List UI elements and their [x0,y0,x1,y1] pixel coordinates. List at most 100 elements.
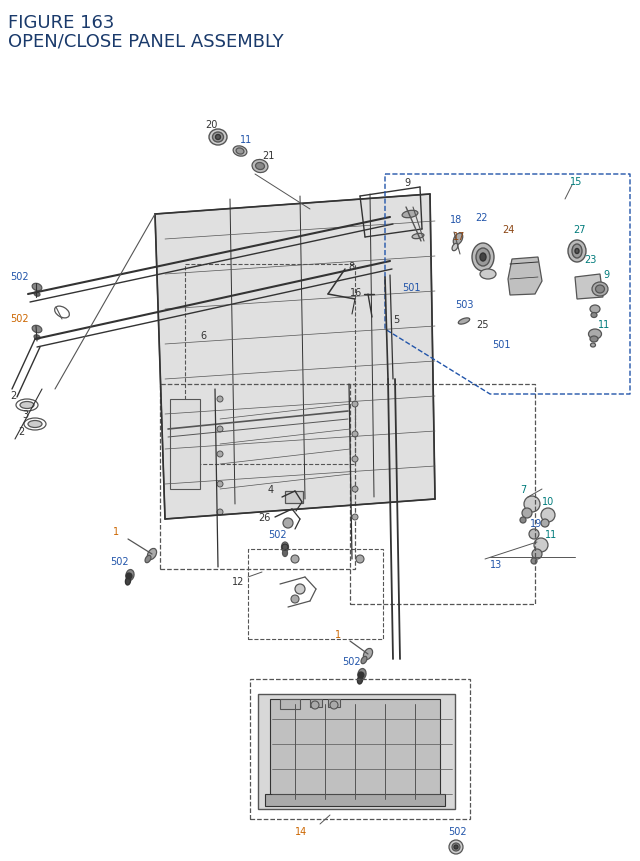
Ellipse shape [212,133,223,143]
Bar [250,679,470,819]
Text: OPEN/CLOSE PANEL ASSEMBLY: OPEN/CLOSE PANEL ASSEMBLY [8,32,284,50]
Circle shape [352,486,358,492]
Bar [270,699,440,801]
Ellipse shape [361,657,367,664]
Ellipse shape [255,164,264,170]
Text: 17: 17 [453,232,465,242]
Ellipse shape [476,249,490,267]
Ellipse shape [282,542,289,553]
Text: 11: 11 [240,135,252,145]
Circle shape [311,701,319,709]
Bar [185,264,355,464]
Text: 21: 21 [262,151,275,161]
Ellipse shape [34,293,40,297]
Bar [160,385,355,569]
Ellipse shape [472,244,494,272]
Ellipse shape [209,130,227,146]
Text: 3: 3 [22,410,28,419]
Text: 8: 8 [348,262,354,272]
Text: 24: 24 [502,225,515,235]
Ellipse shape [252,160,268,173]
Circle shape [217,451,223,457]
Ellipse shape [34,336,40,340]
Ellipse shape [572,245,582,258]
Text: 12: 12 [232,576,244,586]
Text: 6: 6 [200,331,206,341]
Ellipse shape [364,648,372,660]
Circle shape [531,558,537,564]
Ellipse shape [592,282,608,297]
Circle shape [330,701,338,709]
Text: 1: 1 [113,526,119,536]
Polygon shape [575,275,603,300]
Ellipse shape [568,241,586,263]
Text: 503: 503 [455,300,474,310]
Text: 502: 502 [268,530,287,539]
Bar [350,385,535,604]
Bar [328,699,340,707]
Text: 5: 5 [393,314,399,325]
Text: 11: 11 [598,319,611,330]
Circle shape [295,585,305,594]
Ellipse shape [590,337,598,343]
Text: 15: 15 [570,177,582,187]
Ellipse shape [591,313,597,318]
Bar [248,549,383,639]
Text: 20: 20 [205,120,218,130]
Ellipse shape [145,555,151,563]
Circle shape [452,843,460,851]
Ellipse shape [358,676,362,684]
Ellipse shape [125,578,131,585]
Circle shape [534,538,548,553]
Circle shape [532,549,542,560]
Polygon shape [155,195,435,519]
Ellipse shape [236,149,244,155]
Ellipse shape [216,135,221,140]
Ellipse shape [358,669,366,679]
Circle shape [352,431,358,437]
Circle shape [291,555,299,563]
Ellipse shape [282,550,287,557]
Text: 4: 4 [268,485,274,494]
Ellipse shape [480,269,496,280]
Text: 10: 10 [542,497,554,506]
Bar [310,699,322,707]
Circle shape [524,497,540,512]
Ellipse shape [453,233,463,245]
Text: 9: 9 [404,177,410,188]
Ellipse shape [126,570,134,581]
Ellipse shape [233,146,247,157]
Text: 27: 27 [573,225,586,235]
Text: 9: 9 [603,269,609,280]
Circle shape [352,456,358,462]
Text: 13: 13 [490,560,502,569]
Circle shape [217,481,223,487]
Ellipse shape [458,319,470,325]
Ellipse shape [147,548,157,560]
Ellipse shape [28,421,42,428]
Ellipse shape [32,326,42,333]
Ellipse shape [480,254,486,262]
Circle shape [126,573,132,579]
Ellipse shape [452,244,458,251]
Ellipse shape [595,286,605,294]
Text: 501: 501 [402,282,420,293]
Text: FIGURE 163: FIGURE 163 [8,14,115,32]
Text: 16: 16 [350,288,362,298]
Text: 23: 23 [584,255,596,264]
Text: 25: 25 [476,319,488,330]
Ellipse shape [589,330,602,339]
Circle shape [282,544,288,550]
Circle shape [522,508,532,518]
Ellipse shape [575,249,579,254]
Circle shape [358,672,364,678]
Text: 502: 502 [448,826,467,836]
Circle shape [291,595,299,604]
Ellipse shape [412,234,424,239]
Text: 26: 26 [258,512,270,523]
Text: 19: 19 [530,518,542,529]
Bar [285,492,303,504]
Text: 2: 2 [18,426,24,437]
Text: 2: 2 [10,391,16,400]
Text: 501: 501 [492,339,511,350]
